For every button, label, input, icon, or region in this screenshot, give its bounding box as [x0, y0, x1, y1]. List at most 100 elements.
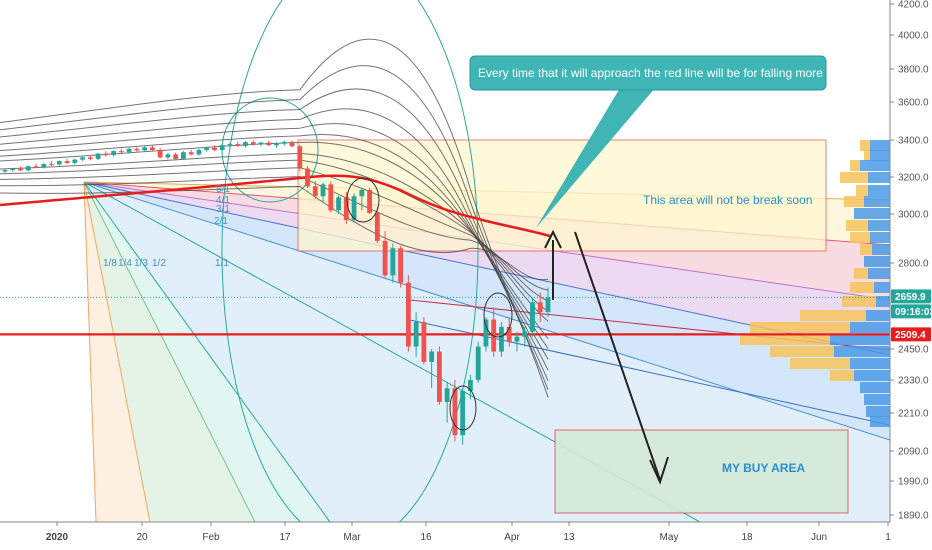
candle: [165, 152, 171, 160]
vp-bar-up: [842, 296, 876, 307]
candle: [514, 331, 520, 352]
candle-body: [537, 302, 543, 313]
candle: [111, 150, 117, 157]
fan-line: [83, 181, 331, 522]
vp-bar-up: [846, 220, 868, 231]
envelope-line: [0, 88, 549, 381]
candle: [274, 142, 279, 148]
y-tick-label: 2450.0: [898, 345, 929, 356]
candle: [219, 143, 225, 152]
y-tick-label: 3600.0: [898, 98, 929, 109]
candle-body: [111, 151, 117, 156]
fib-label: 1/2: [152, 258, 166, 269]
candle: [87, 155, 93, 161]
svg-text:2509.4: 2509.4: [895, 330, 926, 341]
vp-bar-down: [870, 140, 890, 151]
y-tick-label: 4200.0: [898, 0, 929, 11]
candle: [374, 206, 380, 244]
vp-bar-up: [850, 282, 874, 293]
svg-text:2659.9: 2659.9: [895, 292, 926, 303]
candle: [390, 243, 396, 283]
fib-label: 1/3: [134, 258, 148, 269]
candle-body: [468, 380, 473, 391]
fib-label: 8/1: [216, 184, 230, 195]
zone-label: This area will not be break soon: [643, 193, 812, 207]
envelope-line: [0, 167, 549, 302]
vp-bar-up: [860, 140, 870, 151]
vp-bar-down: [868, 172, 890, 183]
countdown-tag[interactable]: 09:16:03: [891, 304, 932, 319]
candle-body: [289, 141, 295, 147]
candle-body: [405, 282, 411, 347]
candle-body: [475, 346, 481, 380]
candle: [80, 156, 85, 162]
candle: [530, 297, 535, 337]
candle-body: [398, 248, 404, 283]
arrow-down-head: [649, 456, 669, 485]
candle-body: [429, 351, 435, 362]
fib-label: 4/1: [216, 195, 230, 206]
candle-body: [312, 186, 318, 197]
hline-price-tag[interactable]: 2509.4: [891, 327, 931, 342]
volume-profile: [740, 140, 890, 427]
candle: [18, 166, 23, 172]
fib-label: 3/1: [216, 204, 230, 215]
candle: [405, 275, 411, 352]
x-tick-label: 18: [741, 532, 753, 543]
callout-box[interactable]: Every time that it will approach the red…: [469, 55, 827, 91]
fib-label: 1/4: [118, 258, 132, 269]
candle-body: [157, 149, 163, 158]
candle-body: [499, 326, 504, 352]
plot-area[interactable]: 1/8 1/4 1/3 1/2 1/1 2/1 8/14/13/1: [0, 0, 890, 545]
y-tick-label: 1990.0: [898, 477, 929, 488]
vp-bar-down: [872, 244, 890, 255]
candle-body: [297, 146, 303, 169]
candle: [444, 382, 450, 423]
last-price-tag[interactable]: 2659.9: [891, 289, 931, 304]
x-tick-label: Feb: [202, 532, 220, 543]
candle-body: [243, 142, 248, 146]
candle-body: [235, 144, 241, 146]
candle-body: [305, 168, 310, 187]
envelope-line: [0, 159, 549, 312]
candle-body: [142, 147, 148, 151]
candle: [2, 168, 8, 175]
candle: [468, 374, 473, 400]
buy-label: MY BUY AREA: [722, 461, 805, 475]
price-axis[interactable]: 4200.0 4000.0 3800.0 3600.0 3400.0 3200.0 3000…: [889, 0, 932, 522]
x-tick-label: 16: [420, 532, 432, 543]
time-axis[interactable]: 2020 20 Feb 17 Mar 16 Apr 13 May 18 Jun 1: [0, 521, 891, 543]
vp-bar-down: [876, 296, 890, 307]
y-tick-label: 2800.0: [898, 259, 929, 270]
candle: [460, 388, 466, 445]
candle: [266, 140, 272, 146]
buy-area-box[interactable]: [554, 429, 849, 514]
envelope-line: [0, 152, 549, 322]
arrow-up-head: [544, 229, 562, 249]
candle: [506, 317, 512, 347]
candle: [188, 149, 194, 156]
fib-label: 1/8: [103, 258, 117, 269]
candle: [149, 145, 155, 152]
marker-circle: [449, 385, 477, 431]
candle-body: [320, 184, 326, 197]
candle: [64, 158, 70, 165]
candle-body: [33, 166, 39, 168]
candle-body: [545, 297, 551, 313]
candle-body: [103, 153, 109, 156]
candle-body: [374, 212, 380, 241]
candle-body: [149, 147, 155, 150]
candle: [118, 148, 124, 154]
candle-body: [95, 153, 101, 159]
vp-bar-down: [830, 334, 890, 345]
candle: [436, 346, 442, 405]
vp-bar-up: [844, 196, 864, 207]
vp-bar-up: [790, 358, 850, 369]
candle-body: [2, 169, 8, 172]
candle-body: [359, 189, 365, 197]
y-tick-label: 4000.0: [898, 31, 929, 42]
svg-text:09:16:03: 09:16:03: [895, 307, 932, 318]
fan-line: [83, 181, 97, 522]
vp-bar-down: [864, 196, 890, 207]
